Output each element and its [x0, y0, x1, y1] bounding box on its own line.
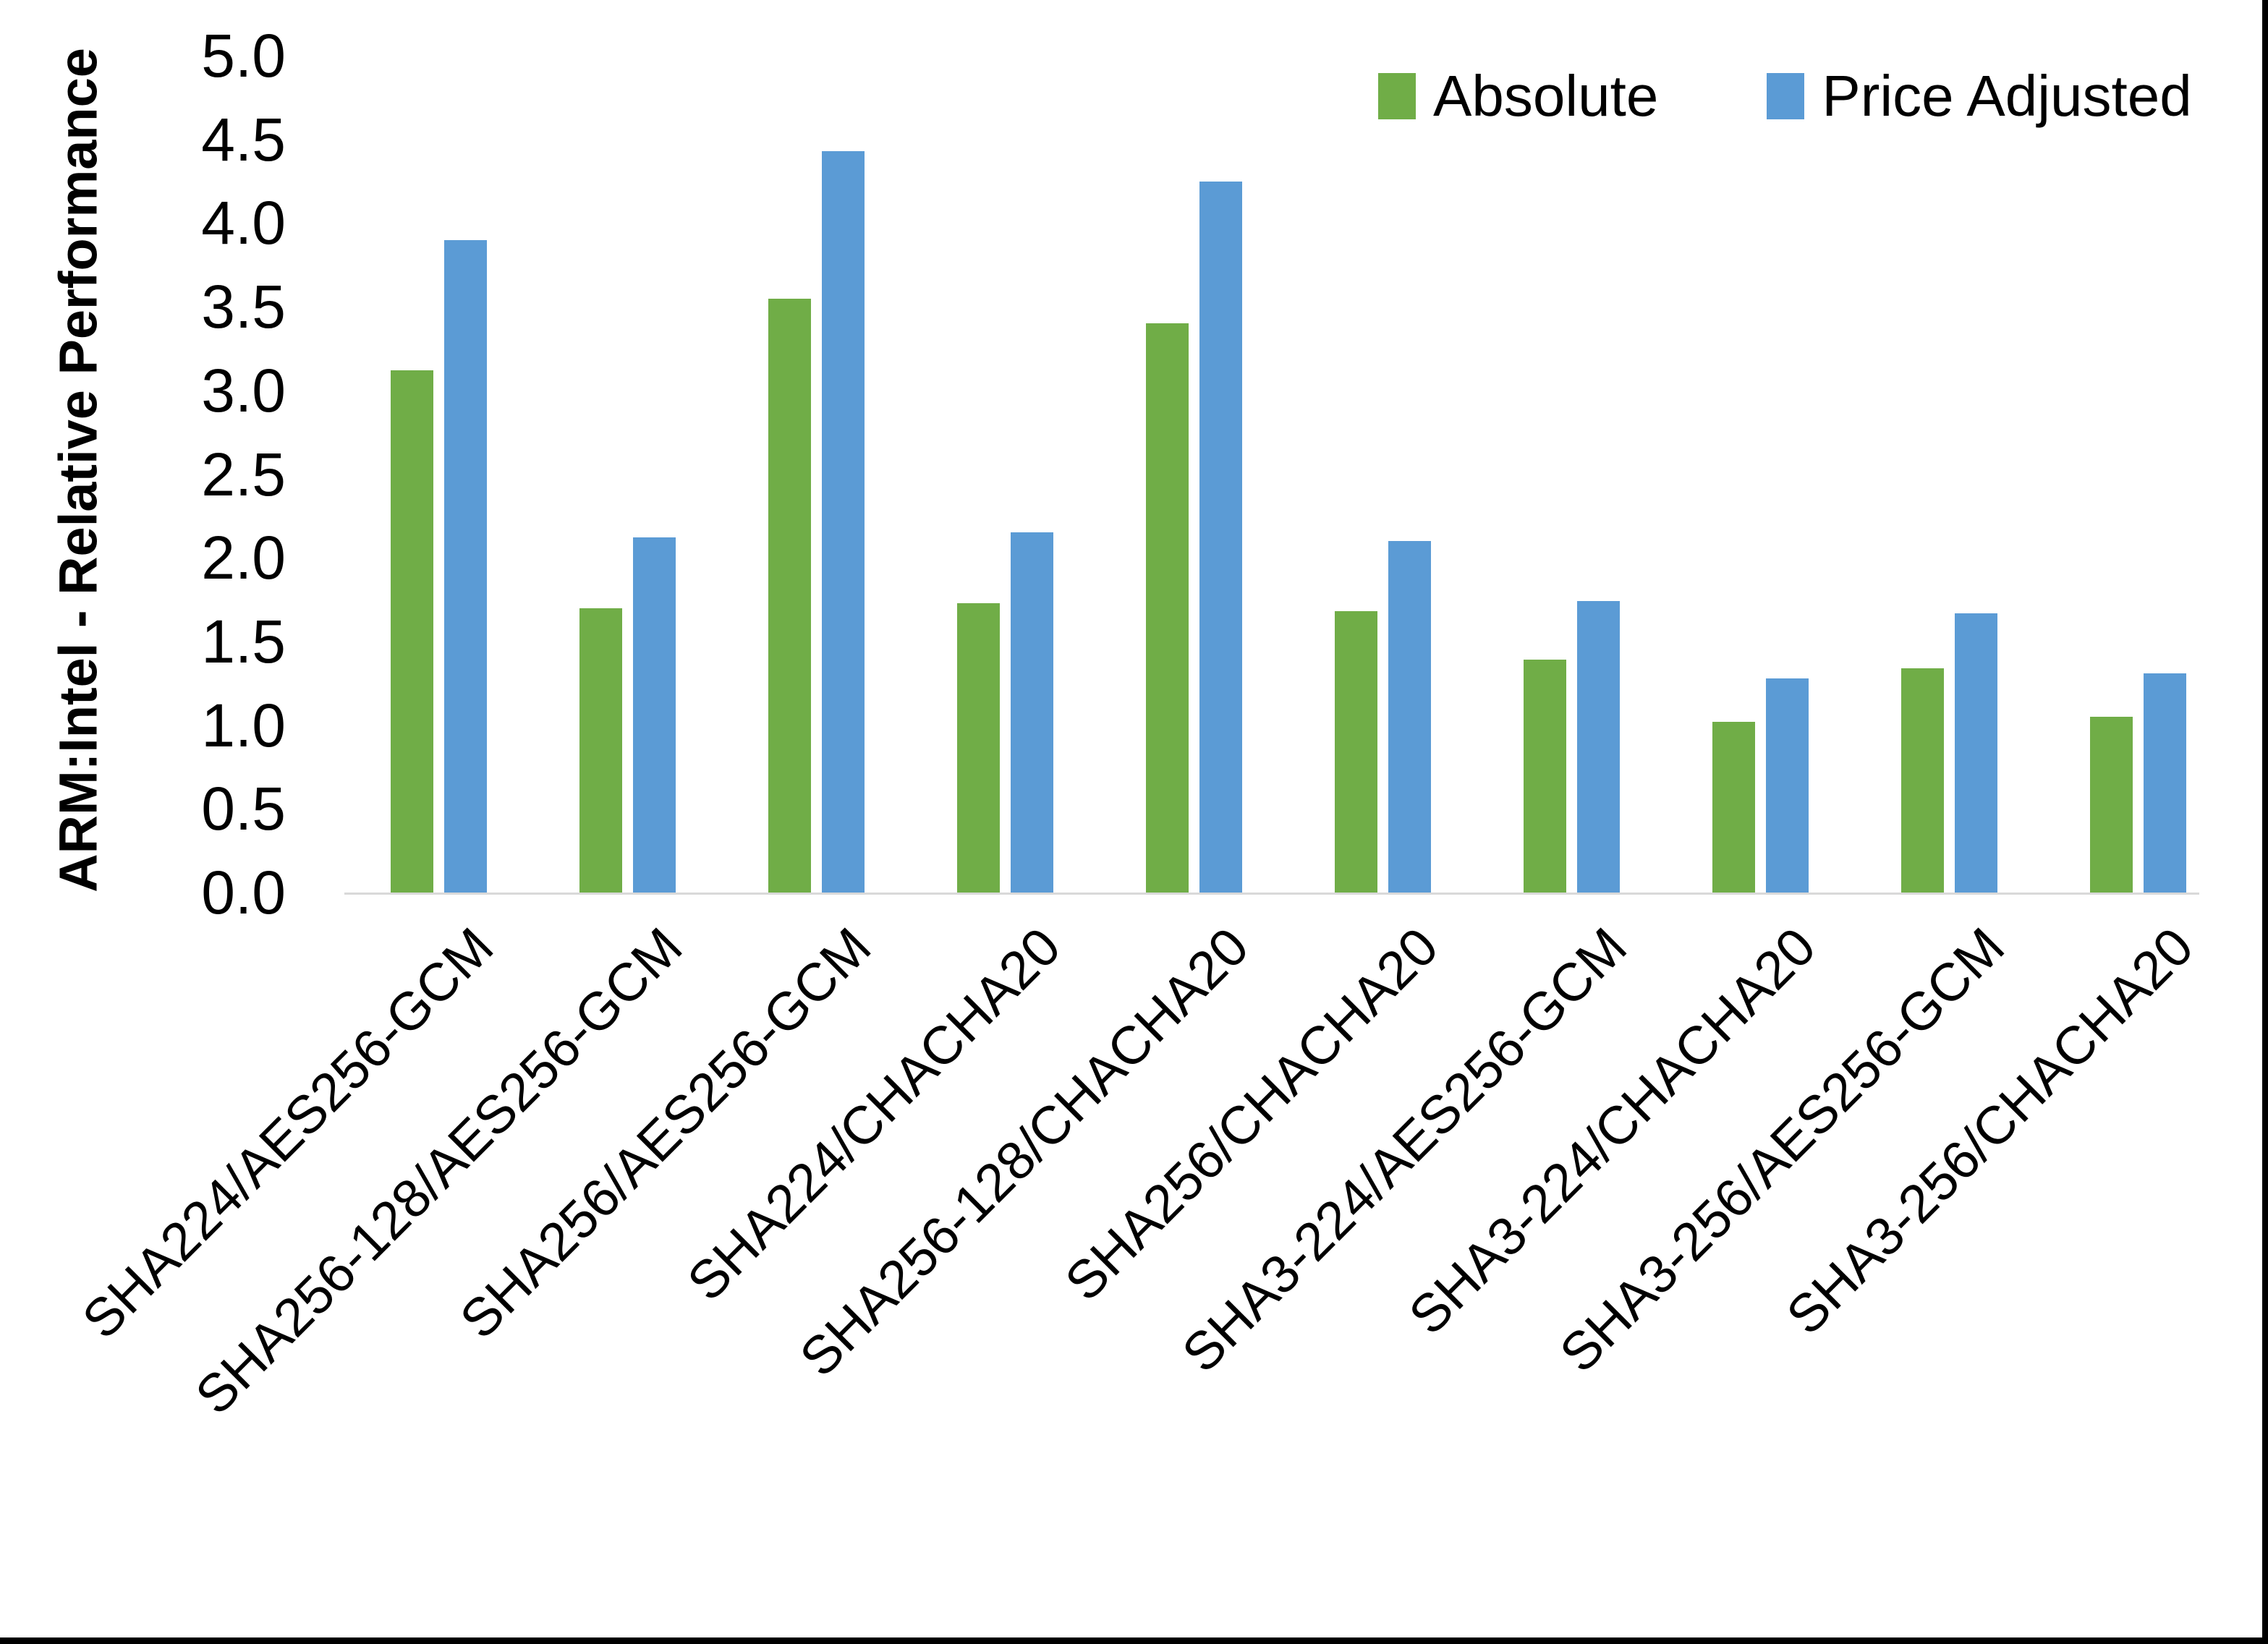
x-category-label: SHA224/CHACHA20 [675, 916, 1071, 1312]
absolute-bar [1712, 722, 1755, 893]
y-tick-label: 2.5 [201, 440, 286, 508]
price-adjusted-bar [1577, 601, 1620, 893]
absolute-bar [1335, 611, 1377, 893]
y-tick-label: 1.0 [201, 691, 286, 759]
absolute-bar [579, 608, 622, 893]
price-adjusted-bar [1766, 678, 1809, 893]
legend-item-price-adjusted: Price Adjusted [1767, 64, 2192, 129]
figure-border-bottom [0, 1637, 2268, 1644]
price-adjusted-bar [822, 151, 865, 893]
y-tick-label: 0.0 [201, 859, 286, 927]
absolute-bar [957, 603, 1000, 893]
figure-border-right [2262, 0, 2268, 1644]
absolute-bar [1146, 323, 1189, 893]
absolute-bar [768, 299, 811, 893]
price-adjusted-bar [633, 537, 676, 893]
x-axis-line [344, 893, 2199, 895]
y-tick-label: 2.0 [201, 524, 286, 592]
price-adjusted-series-swatch-icon [1767, 73, 1805, 119]
absolute-bar [2090, 717, 2133, 893]
y-tick-label: 3.5 [201, 273, 286, 341]
price-adjusted-bar [1388, 541, 1431, 893]
absolute-bar [1524, 660, 1566, 893]
y-tick-label: 4.5 [201, 105, 286, 174]
y-tick-label: 1.5 [201, 607, 286, 676]
legend: Absolute Price Adjusted [1378, 64, 2192, 129]
legend-label-price-adjusted: Price Adjusted [1822, 64, 2192, 128]
price-adjusted-bar [1199, 182, 1242, 893]
price-adjusted-bar [1955, 613, 1997, 893]
absolute-series-swatch-icon [1378, 73, 1416, 119]
x-category-label: SHA256/CHACHA20 [1053, 916, 1449, 1312]
y-tick-label: 3.0 [201, 356, 286, 425]
absolute-bar [391, 370, 433, 893]
price-adjusted-bar [2144, 673, 2186, 893]
price-adjusted-bar [444, 240, 487, 893]
legend-label-absolute: Absolute [1433, 64, 1659, 128]
y-tick-label: 0.5 [201, 775, 286, 843]
legend-item-absolute: Absolute [1378, 64, 1658, 129]
price-adjusted-bar [1011, 532, 1053, 893]
y-tick-label: 5.0 [201, 22, 286, 90]
y-tick-label: 4.0 [201, 189, 286, 257]
y-axis-title: ARM:Intel - Relative Performance [48, 48, 109, 893]
absolute-bar [1901, 668, 1944, 893]
